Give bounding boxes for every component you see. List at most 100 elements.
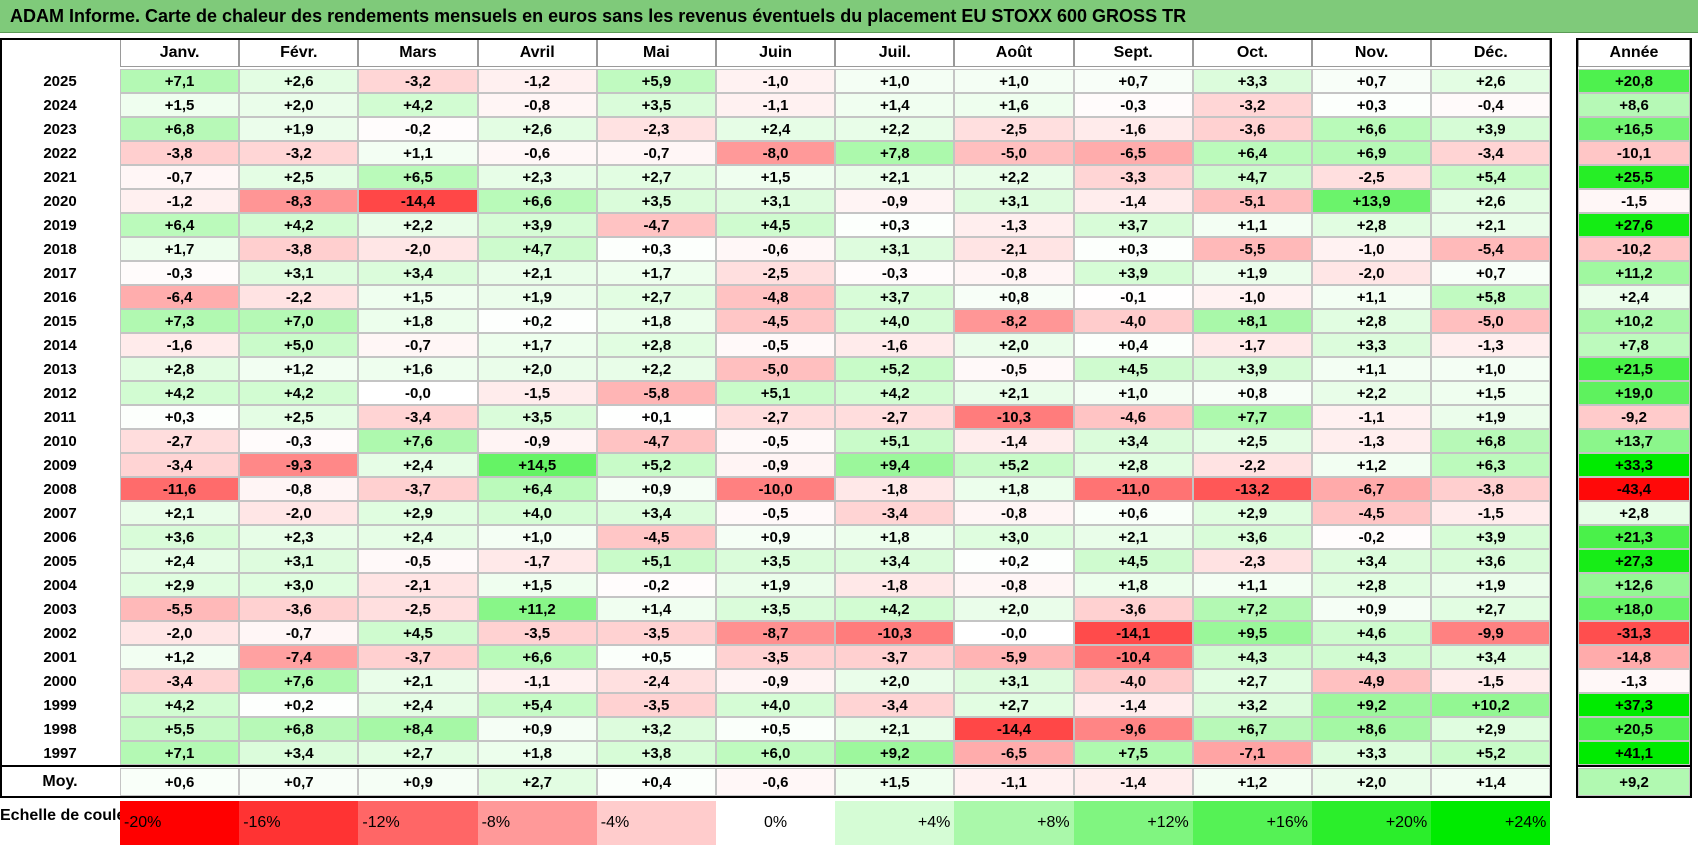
heatmap-cell: -1,6 [1073, 117, 1193, 141]
heatmap-cell: +2,8 [1312, 573, 1432, 597]
heatmap-cell: -3,5 [596, 693, 716, 717]
heatmap-cell: +6,8 [120, 117, 240, 141]
annual-cell: +2,4 [1578, 285, 1690, 309]
heatmap-cell: +2,3 [239, 525, 359, 549]
average-cell: -1,4 [1073, 768, 1193, 796]
heatmap-cell: +1,8 [358, 309, 478, 333]
heatmap-cell: +2,2 [358, 213, 478, 237]
heatmap-cell: -3,4 [835, 693, 955, 717]
month-header: Août [954, 39, 1074, 67]
heatmap-cell: -8,3 [239, 189, 359, 213]
heatmap-cell: +3,9 [1431, 525, 1551, 549]
year-label: 2009 [43, 456, 77, 474]
heatmap-cell: -0,8 [954, 573, 1074, 597]
heatmap-cell: +9,2 [835, 741, 955, 765]
heatmap-cell: -11,6 [120, 477, 240, 501]
annual-cell: -31,3 [1578, 621, 1690, 645]
heatmap-cell: +2,1 [835, 165, 955, 189]
heatmap-cell: -3,5 [716, 645, 836, 669]
heatmap-cell: -0,1 [1073, 285, 1193, 309]
heatmap-cell: -1,3 [1431, 333, 1551, 357]
heatmap-cell: -1,7 [1192, 333, 1312, 357]
year-label: 2021 [43, 168, 77, 186]
heatmap-cell: -5,5 [1192, 237, 1312, 261]
heatmap-cell: +1,7 [120, 237, 240, 261]
heatmap-cell: +6,8 [239, 717, 359, 741]
heatmap-cell: -14,4 [358, 189, 478, 213]
heatmap-cell: +2,6 [477, 117, 597, 141]
heatmap-cell: -0,5 [716, 501, 836, 525]
heatmap-cell: -3,2 [1192, 93, 1312, 117]
annual-cell: +37,3 [1578, 693, 1690, 717]
average-cell: +0,9 [358, 768, 478, 796]
heatmap-cell: +2,7 [954, 693, 1074, 717]
heatmap-cell: +0,7 [1312, 69, 1432, 93]
scale-swatch: +4% [835, 801, 955, 845]
year-label: 2010 [43, 432, 77, 450]
heatmap-cell: +4,2 [239, 381, 359, 405]
heatmap-cell: -0,2 [1312, 525, 1432, 549]
heatmap-cell: -5,8 [596, 381, 716, 405]
heatmap-cell: -4,8 [716, 285, 836, 309]
heatmap-cell: +3,2 [1192, 693, 1312, 717]
heatmap-cell: -10,4 [1073, 645, 1193, 669]
heatmap-cell: +4,5 [1073, 357, 1193, 381]
heatmap-cell: -0,8 [477, 93, 597, 117]
heatmap-cell: +2,9 [358, 501, 478, 525]
heatmap-cell: +0,9 [716, 525, 836, 549]
heatmap-cell: +2,0 [954, 333, 1074, 357]
heatmap-cell: -1,1 [716, 93, 836, 117]
heatmap-cell: +1,1 [358, 141, 478, 165]
annual-cell: +25,5 [1578, 165, 1690, 189]
heatmap-cell: -0,0 [954, 621, 1074, 645]
scale-swatch: -16% [239, 801, 359, 845]
heatmap-cell: +2,6 [1431, 69, 1551, 93]
heatmap-cell: -0,7 [120, 165, 240, 189]
annual-cell: +20,5 [1578, 717, 1690, 741]
heatmap-cell: +6,4 [1192, 141, 1312, 165]
heatmap-cell: -2,7 [120, 429, 240, 453]
heatmap-cell: +4,7 [477, 237, 597, 261]
year-label: 2008 [43, 480, 77, 498]
heatmap-cell: +1,8 [596, 309, 716, 333]
scale-swatch: 0% [716, 801, 836, 845]
heatmap-cell: +5,1 [835, 429, 955, 453]
heatmap-cell: +0,1 [596, 405, 716, 429]
heatmap-cell: -5,4 [1431, 237, 1551, 261]
heatmap-cell: +2,9 [1192, 501, 1312, 525]
scale-swatch: -20% [120, 801, 240, 845]
heatmap-cell: +3,5 [477, 405, 597, 429]
heatmap-cell: +5,2 [954, 453, 1074, 477]
average-cell: +1,4 [1431, 768, 1551, 796]
heatmap-cell: -0,7 [239, 621, 359, 645]
heatmap-cell: +5,1 [596, 549, 716, 573]
heatmap-cell: +0,5 [716, 717, 836, 741]
heatmap-cell: -3,6 [1192, 117, 1312, 141]
heatmap-cell: +0,2 [954, 549, 1074, 573]
heatmap-cell: +5,9 [596, 69, 716, 93]
heatmap-cell: -14,1 [1073, 621, 1193, 645]
heatmap-cell: +1,0 [954, 69, 1074, 93]
heatmap-cell: +1,9 [1431, 405, 1551, 429]
month-header: Oct. [1192, 39, 1312, 67]
heatmap-cell: -5,0 [1431, 309, 1551, 333]
heatmap-cell: +2,1 [477, 261, 597, 285]
heatmap-cell: -6,4 [120, 285, 240, 309]
heatmap-cell: -6,7 [1312, 477, 1432, 501]
heatmap-cell: +2,8 [1312, 213, 1432, 237]
year-label: 2016 [43, 288, 77, 306]
heatmap-cell: -0,5 [716, 429, 836, 453]
heatmap-cell: -3,6 [239, 597, 359, 621]
average-cell: +0,7 [239, 768, 359, 796]
heatmap-cell: +3,9 [1073, 261, 1193, 285]
heatmap-cell: -1,8 [835, 477, 955, 501]
heatmap-cell: +1,7 [596, 261, 716, 285]
heatmap-cell: -3,5 [596, 621, 716, 645]
year-label: 2002 [43, 624, 77, 642]
heatmap-cell: -0,8 [954, 501, 1074, 525]
heatmap-cell: -4,5 [716, 309, 836, 333]
heatmap-cell: +6,6 [477, 645, 597, 669]
year-label: 2011 [43, 408, 77, 426]
year-label: 2001 [43, 648, 77, 666]
month-header: Mai [596, 39, 716, 67]
